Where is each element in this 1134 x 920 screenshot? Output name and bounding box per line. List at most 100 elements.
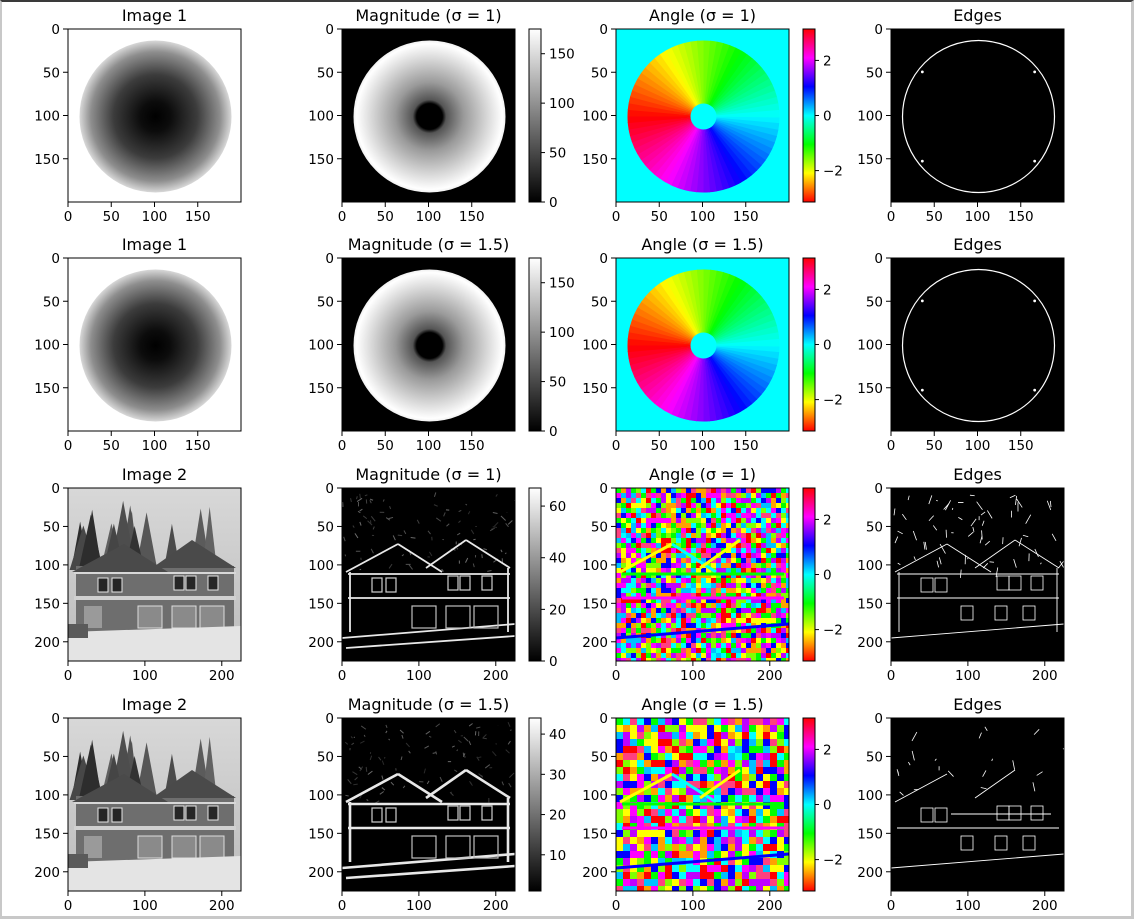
- angle-cell: [644, 725, 651, 732]
- angle-cell: [665, 879, 672, 886]
- angle-cell: [721, 795, 728, 802]
- angle-cell: [696, 648, 701, 653]
- angle-cell: [735, 872, 742, 879]
- angle-cell: [700, 837, 707, 844]
- window: [208, 576, 218, 590]
- angle-cell: [681, 498, 686, 503]
- angle-cell: [763, 830, 770, 837]
- angle-cell: [661, 603, 666, 608]
- angle-cell: [711, 653, 716, 658]
- angle-cell: [742, 774, 749, 781]
- angle-cell: [735, 809, 742, 816]
- angle-cell: [666, 498, 671, 503]
- angle-cell: [700, 746, 707, 753]
- subplot-image: [616, 718, 791, 893]
- angle-cell: [771, 513, 776, 518]
- angle-cell: [693, 830, 700, 837]
- driveway: [68, 856, 241, 891]
- angle-cell: [756, 553, 761, 558]
- angle-cell: [661, 583, 666, 588]
- angle-cell: [749, 809, 756, 816]
- angle-cell: [714, 816, 721, 823]
- angle-cell: [641, 488, 646, 493]
- y-tick-label: 100: [308, 558, 334, 574]
- y-tick-label: 150: [34, 152, 60, 168]
- angle-cell: [701, 638, 706, 643]
- angle-cell: [636, 518, 641, 523]
- angle-cell: [700, 753, 707, 760]
- angle-cell: [661, 538, 666, 543]
- angle-cell: [621, 588, 626, 593]
- angle-cell: [676, 608, 681, 613]
- angle-cell: [781, 588, 786, 593]
- angle-cell: [701, 543, 706, 548]
- angle-cell: [641, 533, 646, 538]
- angle-cell: [751, 638, 756, 643]
- angle-cell: [691, 623, 696, 628]
- angle-cell: [686, 648, 691, 653]
- angle-cell: [771, 558, 776, 563]
- angle-cell: [742, 816, 749, 823]
- angle-cell: [749, 774, 756, 781]
- disc-magnitude: [354, 270, 506, 422]
- angle-cell: [626, 648, 631, 653]
- angle-cell: [631, 528, 636, 533]
- angle-cell: [731, 488, 736, 493]
- angle-cell: [706, 643, 711, 648]
- angle-cell: [656, 588, 661, 593]
- angle-cell: [751, 548, 756, 553]
- angle-cell: [691, 638, 696, 643]
- angle-cell: [616, 767, 623, 774]
- angle-cell: [676, 613, 681, 618]
- x-tick-label: 100: [416, 438, 442, 454]
- angle-cell: [777, 809, 784, 816]
- angle-cell: [756, 653, 761, 658]
- angle-cell: [691, 488, 696, 493]
- angle-cell: [693, 809, 700, 816]
- angle-cell: [665, 886, 672, 893]
- angle-cell: [736, 503, 741, 508]
- angle-cell: [626, 498, 631, 503]
- angle-cell: [623, 781, 630, 788]
- angle-cell: [781, 613, 786, 618]
- angle-cell: [746, 588, 751, 593]
- angle-cell: [701, 618, 706, 623]
- angle-cell: [631, 648, 636, 653]
- y-tick-label: 100: [857, 109, 883, 125]
- angle-cell: [676, 523, 681, 528]
- angle-cell: [711, 508, 716, 513]
- angle-cell: [721, 623, 726, 628]
- angle-cell: [721, 488, 726, 493]
- angle-cell: [691, 608, 696, 613]
- angle-cell: [631, 513, 636, 518]
- angle-cell: [731, 618, 736, 623]
- angle-cell: [731, 508, 736, 513]
- angle-cell: [761, 553, 766, 558]
- angle-cell: [776, 558, 781, 563]
- angle-cell: [636, 583, 641, 588]
- angle-cell: [696, 513, 701, 518]
- angle-cell: [666, 568, 671, 573]
- angle-cell: [631, 538, 636, 543]
- subplot-title: Angle (σ = 1): [649, 465, 756, 484]
- angle-cell: [700, 767, 707, 774]
- angle-cell: [714, 739, 721, 746]
- angle-cell: [751, 633, 756, 638]
- angle-cell: [716, 648, 721, 653]
- angle-cell: [741, 588, 746, 593]
- angle-cell: [679, 725, 686, 732]
- angle-cell: [616, 732, 623, 739]
- angle-cell: [701, 623, 706, 628]
- angle-cell: [700, 865, 707, 872]
- angle-cell: [763, 788, 770, 795]
- angle-cell: [781, 628, 786, 633]
- angle-cell: [728, 781, 735, 788]
- angle-cell: [636, 488, 641, 493]
- angle-cell: [641, 498, 646, 503]
- angle-cell: [681, 513, 686, 518]
- angle-cell: [696, 653, 701, 658]
- angle-cell: [616, 816, 623, 823]
- angle-cell: [656, 578, 661, 583]
- angle-cell: [665, 830, 672, 837]
